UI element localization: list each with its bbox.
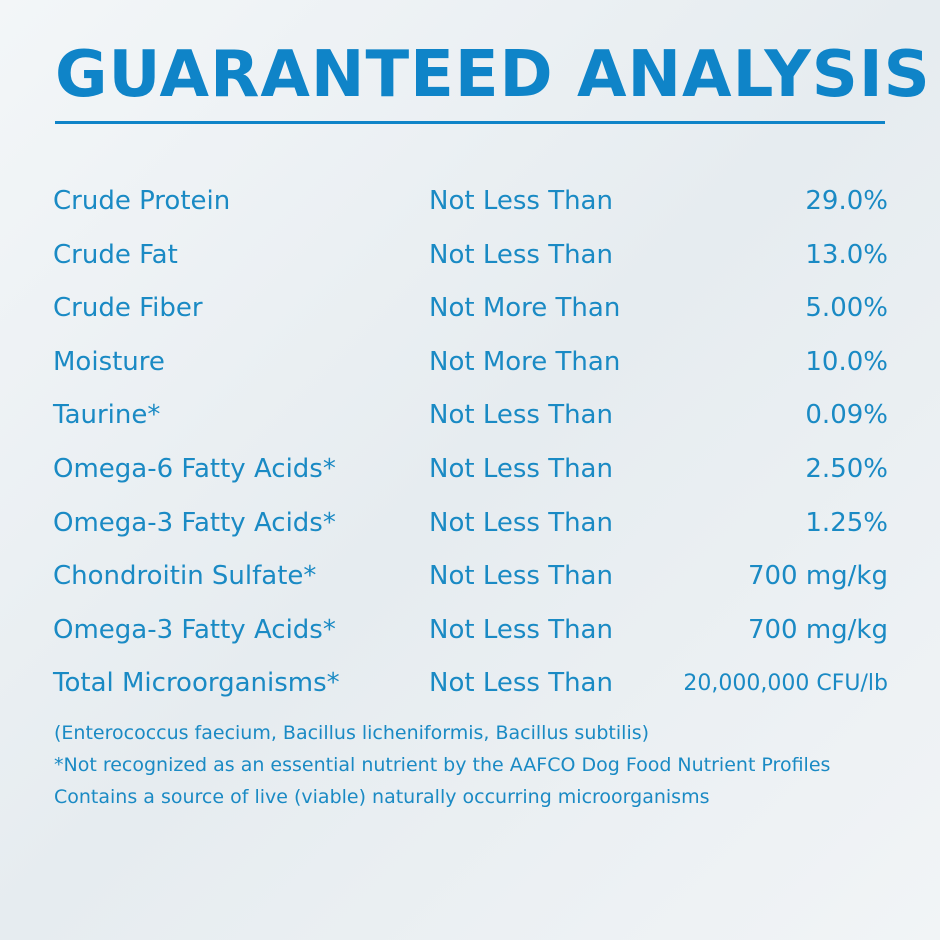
table-row: Moisture Not More Than 10.0% (53, 339, 893, 393)
qualifier: Not Less Than (429, 561, 613, 592)
qualifier: Not Less Than (429, 668, 613, 699)
nutrient: Total Microorganisms* (53, 668, 340, 699)
table-row: Taurine* Not Less Than 0.09% (53, 392, 893, 446)
nutrient: Crude Fiber (53, 293, 203, 324)
table-row: Omega-3 Fatty Acids* Not Less Than 1.25% (53, 500, 893, 554)
nutrient: Crude Fat (53, 239, 178, 270)
title: GUARANTEED ANALYSIS (55, 38, 931, 112)
amount: 5.00% (805, 293, 888, 324)
qualifier: Not Less Than (429, 186, 613, 216)
qualifier: Not Less Than (429, 239, 613, 270)
nutrient: Omega-6 Fatty Acids* (53, 453, 336, 484)
amount: 10.0% (805, 346, 888, 377)
qualifier: Not Less Than (429, 507, 613, 538)
nutrient: Chondroitin Sulfate* (53, 561, 317, 592)
analysis-table: Crude Protein Not Less Than 29.0% Crude Fat… (53, 178, 893, 714)
table-row: Chondroitin Sulfate* Not Less Than 700 mg/… (53, 553, 893, 607)
nutrient: Crude Protein (53, 186, 231, 216)
nutrient: Omega-3 Fatty Acids* (53, 614, 336, 645)
nutrient: Omega-3 Fatty Acids* (53, 507, 336, 538)
nutrient: Moisture (53, 346, 165, 377)
amount: 0.09% (805, 400, 888, 431)
notes: (Enterococcus faecium, Bacillus lichenif… (54, 722, 834, 818)
amount: 20,000,000 CFU/lb (683, 671, 888, 697)
table-row: Crude Fat Not Less Than 13.0% (53, 232, 893, 286)
nutrient: Taurine* (53, 400, 161, 431)
qualifier: Not Less Than (429, 614, 613, 645)
table-row: Total Microorganisms* Not Less Than 20,000… (53, 660, 893, 714)
title-rule (55, 121, 885, 124)
table-row: Crude Fiber Not More Than 5.00% (53, 285, 893, 339)
amount: 29.0% (805, 186, 888, 216)
note: *Not recognized as an essential nutrient… (54, 754, 831, 776)
amount: 2.50% (805, 453, 888, 484)
qualifier: Not More Than (429, 293, 621, 324)
qualifier: Not Less Than (429, 453, 613, 484)
qualifier: Not More Than (429, 346, 621, 377)
note: Contains a source of live (viable) natur… (54, 786, 710, 808)
amount: 700 mg/kg (747, 614, 888, 645)
table-row: Crude Protein Not Less Than 29.0% (53, 178, 893, 232)
note: (Enterococcus faecium, Bacillus lichenif… (54, 722, 650, 744)
table-row: Omega-6 Fatty Acids* Not Less Than 2.50% (53, 446, 893, 500)
table-row: Omega-3 Fatty Acids* Not Less Than 700 mg/… (53, 607, 893, 661)
amount: 13.0% (805, 239, 888, 270)
amount: 1.25% (805, 507, 888, 538)
amount: 700 mg/kg (747, 561, 888, 592)
qualifier: Not Less Than (429, 400, 613, 431)
